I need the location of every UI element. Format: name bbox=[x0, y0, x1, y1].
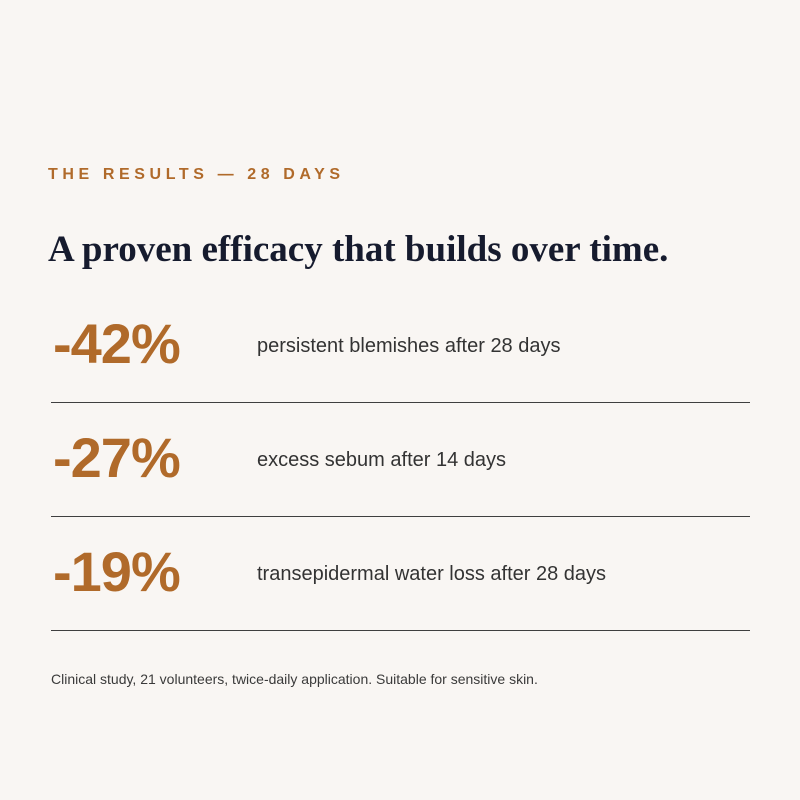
result-row-sebum: -27% excess sebum after 14 days bbox=[51, 404, 750, 517]
result-description: excess sebum after 14 days bbox=[257, 449, 507, 471]
result-value: -19% bbox=[53, 540, 181, 603]
result-description: transepidermal water loss after 28 days bbox=[257, 563, 607, 585]
result-row-water-loss: -19% transepidermal water loss after 28 … bbox=[51, 518, 750, 631]
study-footnote: Clinical study, 21 volunteers, twice-dai… bbox=[51, 671, 538, 687]
section-eyebrow: THE RESULTS — 28 DAYS bbox=[48, 166, 345, 183]
result-value: -42% bbox=[53, 312, 181, 375]
results-list: -42% persistent blemishes after 28 days … bbox=[51, 290, 750, 632]
result-row-blemishes: -42% persistent blemishes after 28 days bbox=[51, 290, 750, 403]
page-headline: A proven efficacy that builds over time. bbox=[48, 229, 669, 270]
result-description: persistent blemishes after 28 days bbox=[257, 335, 561, 357]
result-value: -27% bbox=[53, 426, 181, 489]
